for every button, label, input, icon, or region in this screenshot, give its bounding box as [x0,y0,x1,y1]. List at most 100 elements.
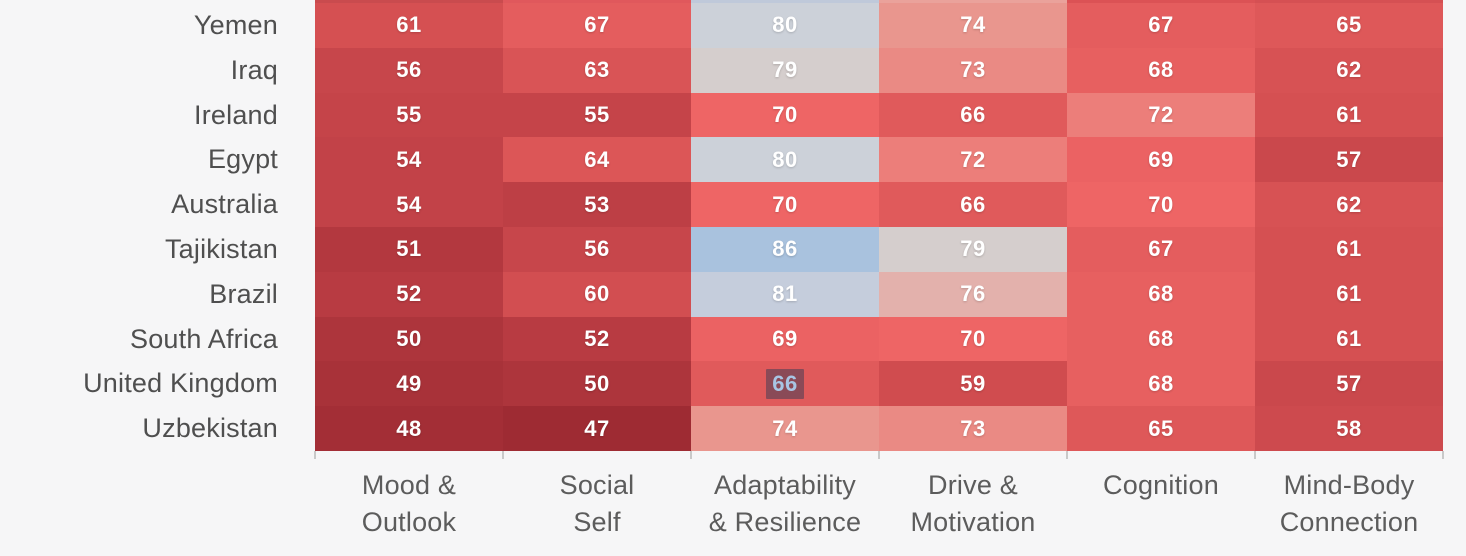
cell-value: 52 [396,281,422,307]
cell-value: 68 [1148,370,1174,396]
cell-value: 54 [396,146,422,172]
heatmap-cell[interactable]: 61 [315,3,503,48]
heatmap-cell[interactable]: 61 [1255,316,1443,362]
cell-value: 79 [960,236,986,262]
row-label: Uzbekistan [142,413,278,444]
heatmap-row: 51 56 86 79 67 61 [315,227,1443,272]
cell-value: 68 [1148,325,1174,351]
heatmap-cell[interactable]: 74 [879,3,1067,48]
heatmap-cell[interactable]: 69 [1067,137,1255,183]
heatmap-cell[interactable]: 54 [315,182,503,227]
cell-value: 73 [960,415,986,441]
heatmap-cell[interactable]: 52 [503,316,691,362]
heatmap-cell[interactable]: 50 [503,361,691,407]
column-label: Adaptability & Resilience [708,470,862,537]
cell-value: 68 [1148,281,1174,307]
cell-value: 86 [772,236,798,262]
cell-value: 62 [1336,57,1362,83]
heatmap-cell[interactable]: 72 [879,137,1067,183]
heatmap-cell[interactable]: 61 [1255,227,1443,272]
partial-cell [879,0,1067,3]
heatmap-cell[interactable]: 70 [1067,182,1255,227]
heatmap-cell[interactable]: 50 [315,316,503,362]
heatmap-cell[interactable]: 66 [691,361,879,407]
cell-value: 73 [960,57,986,83]
heatmap-cell[interactable]: 67 [1067,3,1255,48]
cell-value: 62 [1336,191,1362,217]
cell-value: 49 [396,370,422,396]
heatmap-cell[interactable]: 61 [1255,92,1443,138]
heatmap-cell[interactable]: 53 [503,182,691,227]
heatmap-cell[interactable]: 48 [315,406,503,451]
row-label: Iraq [230,54,278,85]
cell-value: 57 [1336,146,1362,172]
cell-value: 70 [960,325,986,351]
cell-value: 67 [1148,12,1174,38]
heatmap-cell[interactable]: 79 [691,47,879,93]
heatmap-cell[interactable]: 73 [879,406,1067,451]
heatmap-cell[interactable]: 52 [315,271,503,317]
cell-value: 72 [1148,101,1174,127]
heatmap-cell[interactable]: 61 [1255,271,1443,317]
heatmap-cell[interactable]: 58 [1255,406,1443,451]
cell-value: 61 [1336,281,1362,307]
heatmap-cell[interactable]: 79 [879,227,1067,272]
heatmap-cell[interactable]: 76 [879,271,1067,317]
heatmap-cell[interactable]: 60 [503,271,691,317]
cell-value: 52 [584,325,610,351]
heatmap-cell[interactable]: 63 [503,47,691,93]
heatmap-cell[interactable]: 74 [691,406,879,451]
heatmap-cell[interactable]: 80 [691,3,879,48]
cell-value: 61 [1336,236,1362,262]
heatmap-cell[interactable]: 70 [879,316,1067,362]
heatmap-cell[interactable]: 68 [1067,47,1255,93]
row-label: Ireland [194,99,278,130]
heatmap-cell[interactable]: 68 [1067,316,1255,362]
cell-value: 69 [772,325,798,351]
partial-cell [691,0,879,3]
heatmap-cell[interactable]: 70 [691,92,879,138]
heatmap-cell[interactable]: 80 [691,137,879,183]
cell-value: 64 [584,146,610,172]
heatmap-cell[interactable]: 64 [503,137,691,183]
heatmap-cell[interactable]: 65 [1067,406,1255,451]
heatmap-cell[interactable]: 55 [503,92,691,138]
heatmap-cell[interactable]: 65 [1255,3,1443,48]
heatmap-cell[interactable]: 86 [691,227,879,272]
heatmap-cell[interactable]: 68 [1067,271,1255,317]
heatmap-cell[interactable]: 67 [1067,227,1255,272]
cell-value: 55 [396,101,422,127]
heatmap-cell[interactable]: 49 [315,361,503,407]
row-label: Tajikistan [164,234,278,264]
cell-value: 68 [1148,57,1174,83]
heatmap-cell[interactable]: 57 [1255,137,1443,183]
heatmap-cell[interactable]: 69 [691,316,879,362]
heatmap-cell[interactable]: 73 [879,47,1067,93]
cell-value: 65 [1148,415,1174,441]
heatmap-cell[interactable]: 81 [691,271,879,317]
cell-value: 81 [772,281,798,307]
heatmap-cell[interactable]: 68 [1067,361,1255,407]
heatmap-row: 52 60 81 76 68 61 [315,271,1443,317]
heatmap-cell[interactable]: 72 [1067,92,1255,138]
heatmap-cell[interactable]: 54 [315,137,503,183]
heatmap-cell[interactable]: 67 [503,3,691,48]
column-label: Drive & Motivation [910,470,1036,537]
heatmap-cell[interactable]: 55 [315,92,503,138]
heatmap-cell[interactable]: 62 [1255,182,1443,227]
heatmap-cell[interactable]: 51 [315,227,503,272]
heatmap-cell[interactable]: 56 [315,47,503,93]
cell-value: 63 [584,57,610,83]
heatmap-cell[interactable]: 59 [879,361,1067,407]
heatmap-cell[interactable]: 66 [879,92,1067,138]
heatmap-cell[interactable]: 57 [1255,361,1443,407]
column-label: Mood & Outlook [361,470,457,537]
heatmap-cell[interactable]: 70 [691,182,879,227]
cell-value: 56 [584,236,610,262]
heatmap-cell[interactable]: 56 [503,227,691,272]
heatmap-cell[interactable]: 66 [879,182,1067,227]
heatmap-cell[interactable]: 47 [503,406,691,451]
heatmap-row: 56 63 79 73 68 62 [315,47,1443,93]
heatmap-cell[interactable]: 62 [1255,47,1443,93]
